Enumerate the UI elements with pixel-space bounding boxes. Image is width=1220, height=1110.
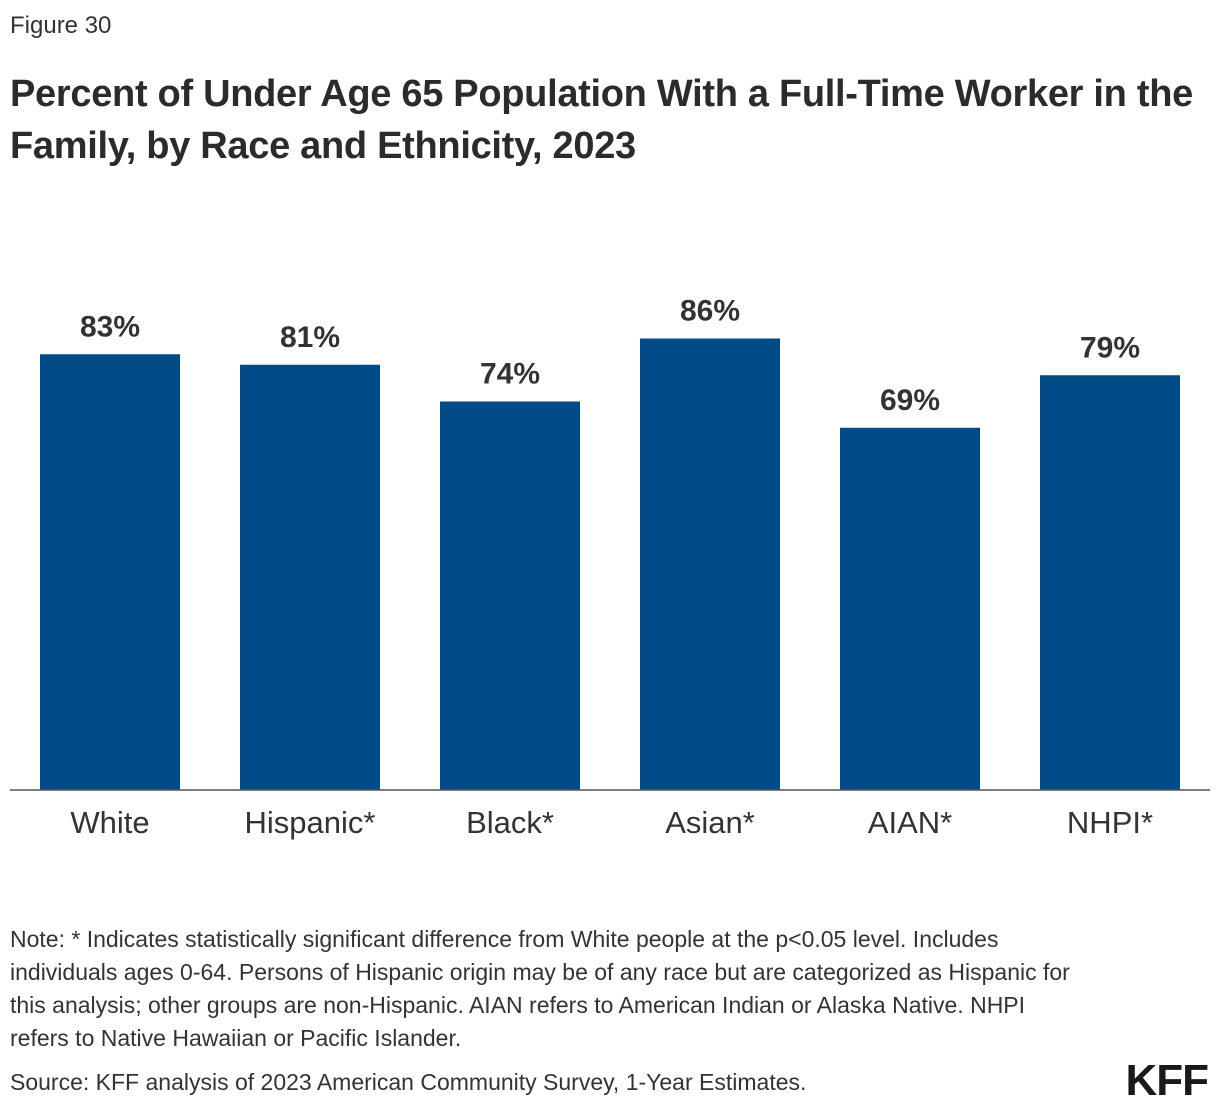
value-label-asian: 86% [680,295,740,328]
value-label-aian: 69% [880,384,940,417]
bar-hispanic [240,364,380,790]
category-label-aian: AIAN* [868,805,952,840]
kff-logo: KFF [1125,1056,1209,1105]
category-label-asian: Asian* [665,805,755,840]
category-labels-group: White Hispanic* Black* Asian* AIAN* NHPI* [70,805,1153,840]
bar-black [440,401,580,790]
chart-source: Source: KFF analysis of 2023 American Co… [10,1069,807,1095]
figure-label: Figure 30 [10,12,112,39]
value-label-white: 83% [80,310,140,343]
chart-note: Note: * Indicates statistically signific… [10,926,1070,1051]
bar-asian [640,338,780,790]
category-label-black: Black* [466,805,554,840]
bar-aian [840,427,980,790]
bar-white [40,354,180,790]
bars-group [40,338,1180,790]
category-label-white: White [70,805,149,840]
bar-chart: 83% 81% 74% 86% 69% 79% White Hispanic* Black* A… [10,295,1210,840]
chart-title: Percent of Under Age 65 Population With … [10,73,1193,167]
category-label-nhpi: NHPI* [1067,805,1153,840]
value-label-black: 74% [480,358,540,391]
value-label-hispanic: 81% [280,321,340,354]
bar-nhpi [1040,375,1180,790]
value-labels-group: 83% 81% 74% 86% 69% 79% [80,295,1140,417]
category-label-hispanic: Hispanic* [245,805,376,840]
value-label-nhpi: 79% [1080,331,1140,364]
